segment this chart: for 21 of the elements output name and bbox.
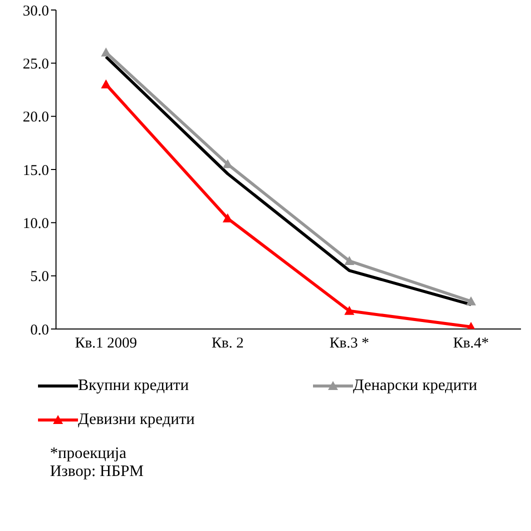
legend-label: Девизни кредити [78,411,195,429]
y-tick-label: 0.0 [30,322,49,338]
y-tick-label: 25.0 [22,56,49,72]
x-tick-label: Кв.4* [453,336,489,352]
x-tick-label: Кв.3 * [330,336,370,352]
x-tick-label: Кв. 2 [212,336,244,352]
y-tick-label: 20.0 [22,110,49,126]
y-tick-label: 30.0 [22,3,49,20]
y-tick-label: 10.0 [22,216,49,232]
point [466,296,476,306]
legend-label: Денарски кредити [353,377,478,395]
y-tick-label: 15.0 [22,162,49,179]
point [344,256,354,265]
point [101,79,111,88]
legend-label: Вкупни кредити [78,377,189,395]
y-tick-label: 5.0 [30,269,49,286]
x-tick-label: Кв.1 2009 [74,336,138,352]
point [101,48,111,57]
point [344,306,354,315]
text: *проекција [50,445,128,463]
text: Извор: НБРМ [50,463,145,481]
